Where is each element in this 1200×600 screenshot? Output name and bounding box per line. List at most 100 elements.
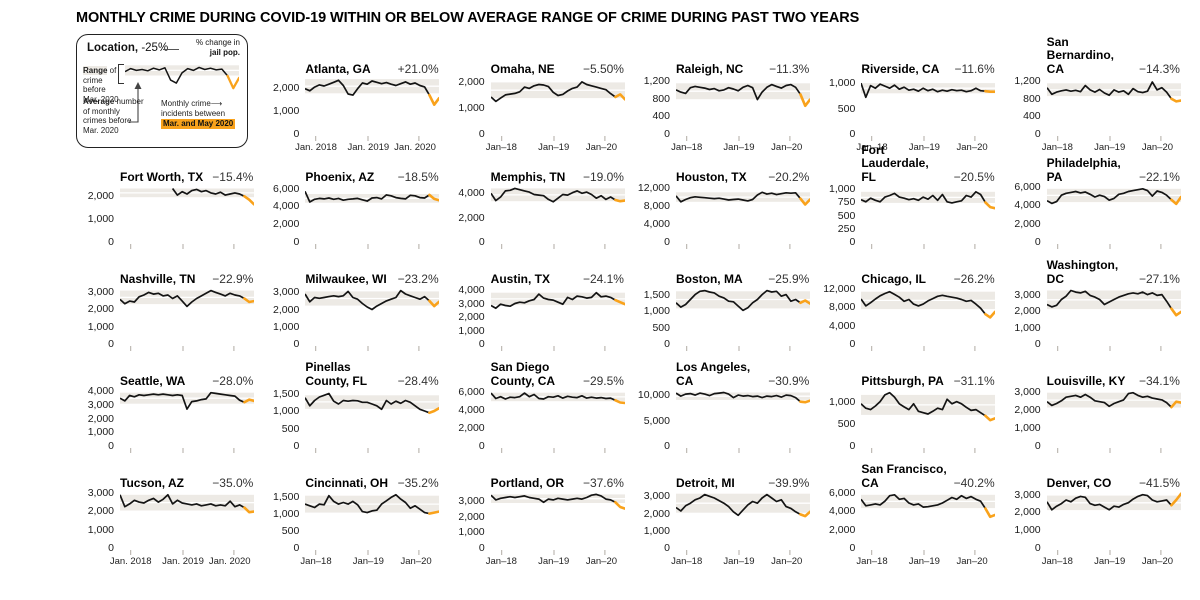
- city-name: Phoenix, AZ: [305, 170, 374, 185]
- y-tick-label: 0: [664, 236, 670, 248]
- city-name-line: Atlanta, GA: [305, 61, 371, 76]
- city-name-line: CA: [675, 373, 694, 388]
- y-tick-label: 1,000: [829, 183, 856, 196]
- chart-header: Denver, CO −41.5%: [1047, 460, 1182, 490]
- chart-header: Nashville, TN −22.9%: [120, 256, 255, 286]
- covid-period-line: [984, 310, 996, 319]
- city-chart-cell: Fort Lauderdale, FL −20.5% 1,000 750 500 250 0: [817, 143, 996, 256]
- city-chart-cell: Boston, MA −25.9% 1,500 1,000 500 0: [632, 256, 811, 358]
- y-axis-labels: 6,000 4,000 2,000 0: [817, 487, 861, 556]
- city-name-line: Portland, OR: [490, 475, 564, 490]
- legend-connector-line: [163, 49, 179, 50]
- sparkline-chart: [120, 289, 254, 351]
- pct-change-label: −19.0%: [582, 170, 624, 184]
- y-tick-label: 3,000: [458, 494, 485, 507]
- sparkline-chart: [120, 188, 254, 249]
- city-name-line: Milwaukee, WI: [305, 271, 387, 286]
- y-tick-label: 4,000: [458, 284, 485, 296]
- y-tick-label: 3,000: [1014, 288, 1041, 301]
- y-tick-label: 3,000: [87, 399, 114, 411]
- covid-period-line: [613, 501, 625, 510]
- city-name-line: San Francisco,: [861, 462, 947, 476]
- city-name: Denver, CO: [1047, 476, 1112, 491]
- legend-highlight-label: Mar. and May 2020: [161, 119, 236, 129]
- city-name: Atlanta, GA: [305, 61, 371, 77]
- city-chart-cell: Milwaukee, WI −23.2% 3,000 2,000 1,000 0: [261, 256, 440, 358]
- pct-change-label: −20.5%: [953, 170, 995, 184]
- y-tick-label: 2,000: [273, 218, 300, 231]
- x-tick-label: Jan–19: [1094, 142, 1126, 153]
- chart-body: 1,500 1,000 500 0: [261, 388, 440, 454]
- y-tick-label: 2,000: [643, 507, 670, 520]
- city-name-line: County, CA: [490, 373, 556, 388]
- pct-change-label: −23.2%: [397, 272, 439, 286]
- chart-body: 3,000 2,000 1,000 0: [1003, 489, 1182, 556]
- y-tick-label: 1,000: [87, 523, 114, 536]
- chart-body: 12,000 8,000 4,000 0: [632, 182, 811, 250]
- chart-header: Boston, MA −25.9%: [676, 256, 811, 286]
- pct-change-label: −40.2%: [953, 476, 995, 490]
- sparkline-chart: [490, 291, 625, 351]
- city-name-line: Tucson, AZ: [120, 475, 184, 490]
- city-name: Portland, OR: [490, 475, 564, 491]
- chart-body: 3,000 2,000 1,000 0: [261, 286, 440, 352]
- y-tick-label: 1,000: [458, 102, 485, 114]
- covid-period-line: [243, 506, 254, 514]
- y-axis-labels: 3,000 2,000 1,000 0: [1003, 489, 1047, 556]
- sparkline-chart: [305, 392, 440, 453]
- y-tick-label: 0: [108, 338, 114, 350]
- y-tick-label: 3,000: [87, 285, 114, 298]
- y-tick-label: 0: [293, 440, 300, 452]
- y-tick-label: 2,000: [1014, 217, 1041, 230]
- y-tick-label: 4,000: [829, 505, 856, 518]
- y-tick-label: 4,000: [458, 404, 485, 417]
- y-tick-label: 0: [664, 440, 670, 452]
- y-axis-labels: 3,000 2,000 1,000 0: [447, 492, 491, 556]
- city-name-line: Louisville, KY: [1046, 373, 1126, 388]
- y-axis-labels: 1,500 1,000 500 0: [632, 288, 676, 352]
- x-tick-label: Jan–18: [485, 142, 517, 153]
- y-tick-label: 2,000: [458, 422, 485, 435]
- crime-line: [1046, 187, 1172, 205]
- chart-body: 4,000 3,000 2,000 1,000 0: [76, 385, 255, 454]
- x-tick-label: Jan–20: [585, 142, 618, 153]
- chart-header: Detroit, MI −39.9%: [676, 460, 811, 490]
- crime-line: [490, 291, 616, 310]
- legend-average-arrow: [129, 82, 142, 123]
- sparkline-chart: [305, 190, 440, 249]
- chart-body: 1,500 1,000 500 0: [632, 288, 811, 352]
- y-tick-label: 0: [293, 338, 300, 350]
- y-tick-label: 6,000: [829, 486, 856, 499]
- covid-period-line: [613, 198, 625, 203]
- crime-line: [120, 289, 245, 308]
- y-tick-label: 2,000: [87, 303, 114, 315]
- city-name-line: DC: [1046, 271, 1064, 286]
- chart-body: 3,000 2,000 1,000 0: [76, 487, 255, 556]
- y-axis-labels: 4,000 3,000 2,000 1,000 0: [447, 284, 491, 352]
- x-tick-label: Jan–20: [400, 556, 432, 567]
- city-name: Omaha, NE: [491, 62, 555, 77]
- pct-change-label: −18.5%: [397, 170, 439, 184]
- page-title: MONTHLY CRIME DURING COVID-19 WITHIN OR …: [76, 10, 860, 26]
- city-name: San Francisco, CA: [861, 462, 947, 490]
- covid-period-line: [799, 299, 810, 305]
- y-tick-label: 0: [849, 128, 856, 140]
- x-axis-labels: Jan–18 Jan–19 Jan–20: [671, 142, 810, 155]
- y-tick-label: 6,000: [458, 386, 485, 399]
- y-tick-label: 1,000: [273, 105, 300, 118]
- city-name-line: San Bernardino,: [1046, 34, 1114, 62]
- y-tick-label: 1,000: [273, 320, 300, 333]
- city-name-line: Pinellas: [305, 360, 351, 374]
- city-name: Pittsburgh, PA: [861, 374, 943, 389]
- city-name: San Diego County, CA: [490, 360, 556, 388]
- crime-line: [305, 190, 431, 203]
- y-tick-label: 1,000: [643, 305, 670, 318]
- y-tick-label: 2,000: [273, 303, 300, 316]
- y-axis-labels: 3,000 2,000 1,000 0: [1003, 386, 1047, 454]
- y-tick-label: 0: [478, 128, 485, 140]
- y-tick-label: 0: [478, 338, 485, 350]
- covid-period-line: [1169, 400, 1181, 409]
- y-tick-label: 0: [1034, 542, 1041, 554]
- crime-line: [305, 289, 431, 311]
- city-name: San Bernardino, CA: [1046, 34, 1135, 77]
